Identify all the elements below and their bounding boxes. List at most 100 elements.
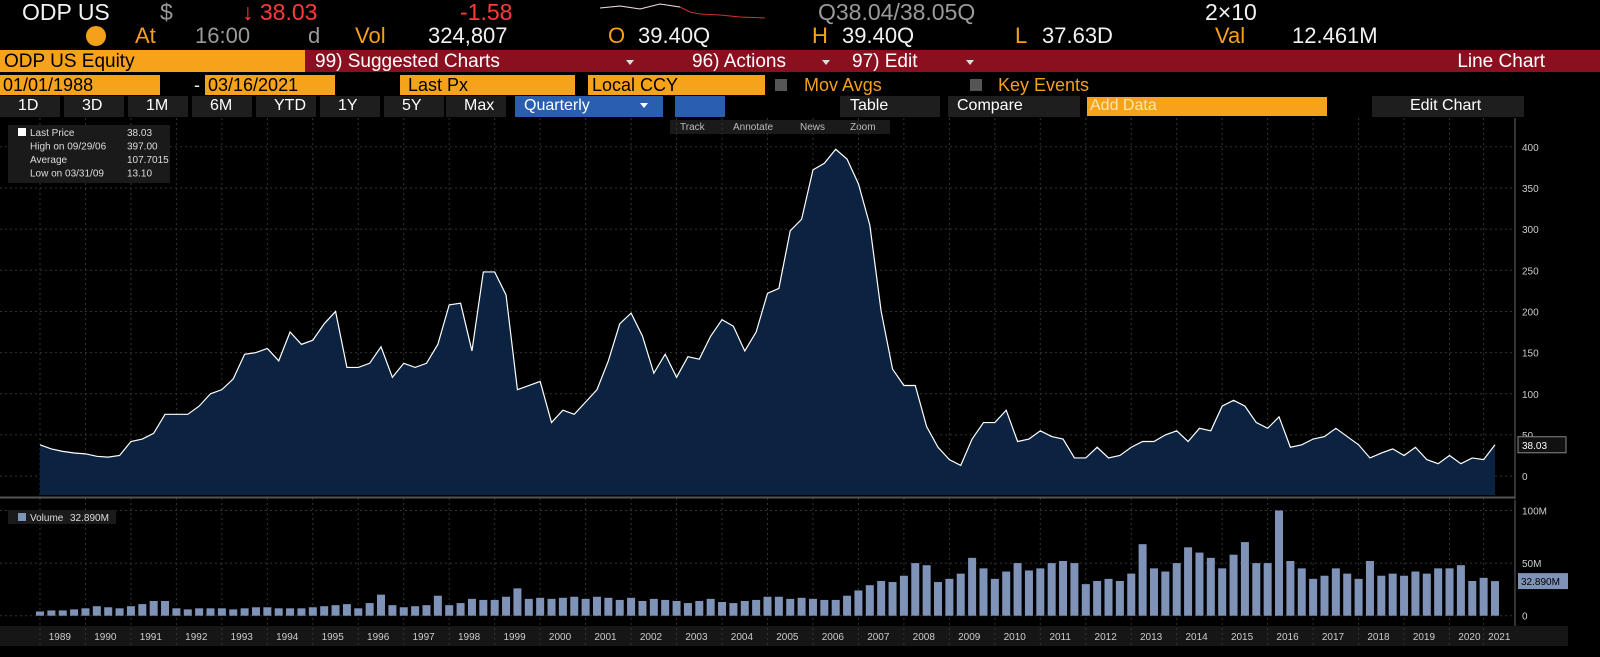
volume-bar (1491, 581, 1499, 616)
key-events[interactable]: Key Events (998, 75, 1090, 95)
volume-bar (922, 565, 931, 616)
volume-bar (547, 598, 556, 616)
volume-bar (115, 608, 124, 616)
volume-bar (456, 603, 465, 616)
volume-bar (604, 597, 613, 616)
volume-bar (206, 608, 215, 616)
tool-strip (670, 120, 890, 134)
volume-bar (627, 597, 636, 616)
checkbox[interactable] (970, 79, 982, 91)
frequency-button[interactable] (515, 96, 663, 117)
field[interactable]: Last Px (408, 75, 469, 95)
period[interactable]: YTD (274, 97, 306, 114)
security-box[interactable] (0, 50, 305, 72)
x-tick-label: 2017 (1322, 632, 1345, 643)
line-button[interactable] (675, 96, 725, 117)
val-label: Val (1215, 23, 1246, 48)
period-button[interactable] (64, 96, 124, 117)
period-button[interactable] (256, 96, 316, 117)
ccy-box[interactable] (588, 75, 765, 95)
volume-bar (1240, 542, 1249, 616)
volume-bar (558, 597, 567, 616)
checkbox[interactable] (775, 79, 787, 91)
at-label: At (135, 23, 156, 48)
volume-bar (81, 608, 90, 616)
period-button[interactable] (320, 96, 380, 117)
volume-bar (149, 600, 158, 616)
add-data[interactable]: Add Data (1090, 97, 1157, 114)
volume-bar (70, 609, 79, 616)
x-tick-label: 2008 (913, 632, 936, 643)
volume-bar (1059, 561, 1068, 616)
price-area (40, 149, 1495, 495)
period-button[interactable] (384, 96, 444, 117)
x-tick-label: 2021 (1488, 632, 1511, 643)
stat-value: 13.10 (127, 169, 152, 180)
period[interactable]: Max (464, 97, 495, 114)
legend-name: Volume (30, 513, 64, 524)
x-tick-label: 1999 (503, 632, 526, 643)
mov-avgs[interactable]: Mov Avgs (804, 75, 882, 95)
x-tick-label: 1995 (322, 632, 345, 643)
volume-bar (251, 607, 260, 616)
volume-bar (683, 603, 692, 616)
open: 39.40Q (638, 23, 711, 48)
period-button[interactable] (192, 96, 252, 117)
security[interactable]: ODP US Equity (4, 51, 135, 72)
volume-bar (877, 580, 886, 616)
period[interactable]: 6M (210, 97, 233, 114)
low-label: L (1015, 23, 1028, 48)
period[interactable]: 1Y (338, 97, 358, 114)
volume-bar (354, 608, 363, 616)
period[interactable]: 5Y (402, 97, 422, 114)
volume-bar (513, 588, 522, 616)
field-box[interactable] (400, 75, 575, 95)
period[interactable]: 1M (146, 97, 169, 114)
actions[interactable]: 96) Actions (692, 51, 786, 72)
chart-tool: Annotate (733, 122, 773, 133)
last-price: ↓ 38.03 (242, 0, 318, 25)
suggested-charts[interactable]: 99) Suggested Charts (315, 51, 500, 72)
edit-chart[interactable]: Edit Chart (1410, 97, 1482, 114)
x-tick-label: 2006 (822, 632, 845, 643)
x-tick-label: 2020 (1458, 632, 1481, 643)
compare-button[interactable] (948, 96, 1080, 117)
date-dash: - (194, 75, 200, 95)
period[interactable]: 3D (82, 97, 103, 114)
volume-bar (945, 578, 954, 616)
volume-bar (752, 599, 761, 616)
frequency[interactable]: Quarterly (524, 97, 590, 114)
volume-bar (1218, 568, 1227, 616)
start-date[interactable]: 01/01/1988 (3, 75, 94, 95)
stat-label: High on 09/29/06 (30, 142, 107, 153)
end-date[interactable]: 03/16/2021 (208, 75, 299, 95)
volume-bar (570, 596, 579, 616)
period-button[interactable] (0, 96, 60, 117)
period-button[interactable] (446, 96, 506, 117)
add-data-box[interactable] (1087, 97, 1327, 116)
volume-bar (729, 603, 738, 616)
table-button[interactable] (840, 96, 940, 117)
x-tick-label: 2002 (640, 632, 663, 643)
volume-bar (1172, 563, 1181, 616)
volume-bar (1422, 573, 1431, 616)
edit-chart-button[interactable] (1372, 96, 1524, 117)
volume-bar (1070, 563, 1079, 616)
edit[interactable]: 97) Edit (852, 51, 918, 72)
table[interactable]: Table (850, 97, 889, 114)
end-box[interactable] (205, 75, 335, 95)
period[interactable]: 1D (18, 97, 39, 114)
menu-bar (0, 50, 1600, 72)
currency-mode[interactable]: Local CCY (592, 75, 679, 95)
compare[interactable]: Compare (957, 97, 1023, 114)
period-button[interactable] (128, 96, 188, 117)
chart-kind[interactable]: Line Chart (1457, 51, 1545, 72)
start-box[interactable] (0, 75, 160, 95)
volume-bar (524, 598, 533, 616)
last-tag-value: 32.890M (1521, 577, 1560, 588)
volume-bar (1161, 571, 1170, 616)
volume-bar (229, 609, 238, 616)
volume-bar (706, 598, 715, 616)
volume-bar (786, 598, 795, 616)
volume-bar (843, 595, 852, 616)
